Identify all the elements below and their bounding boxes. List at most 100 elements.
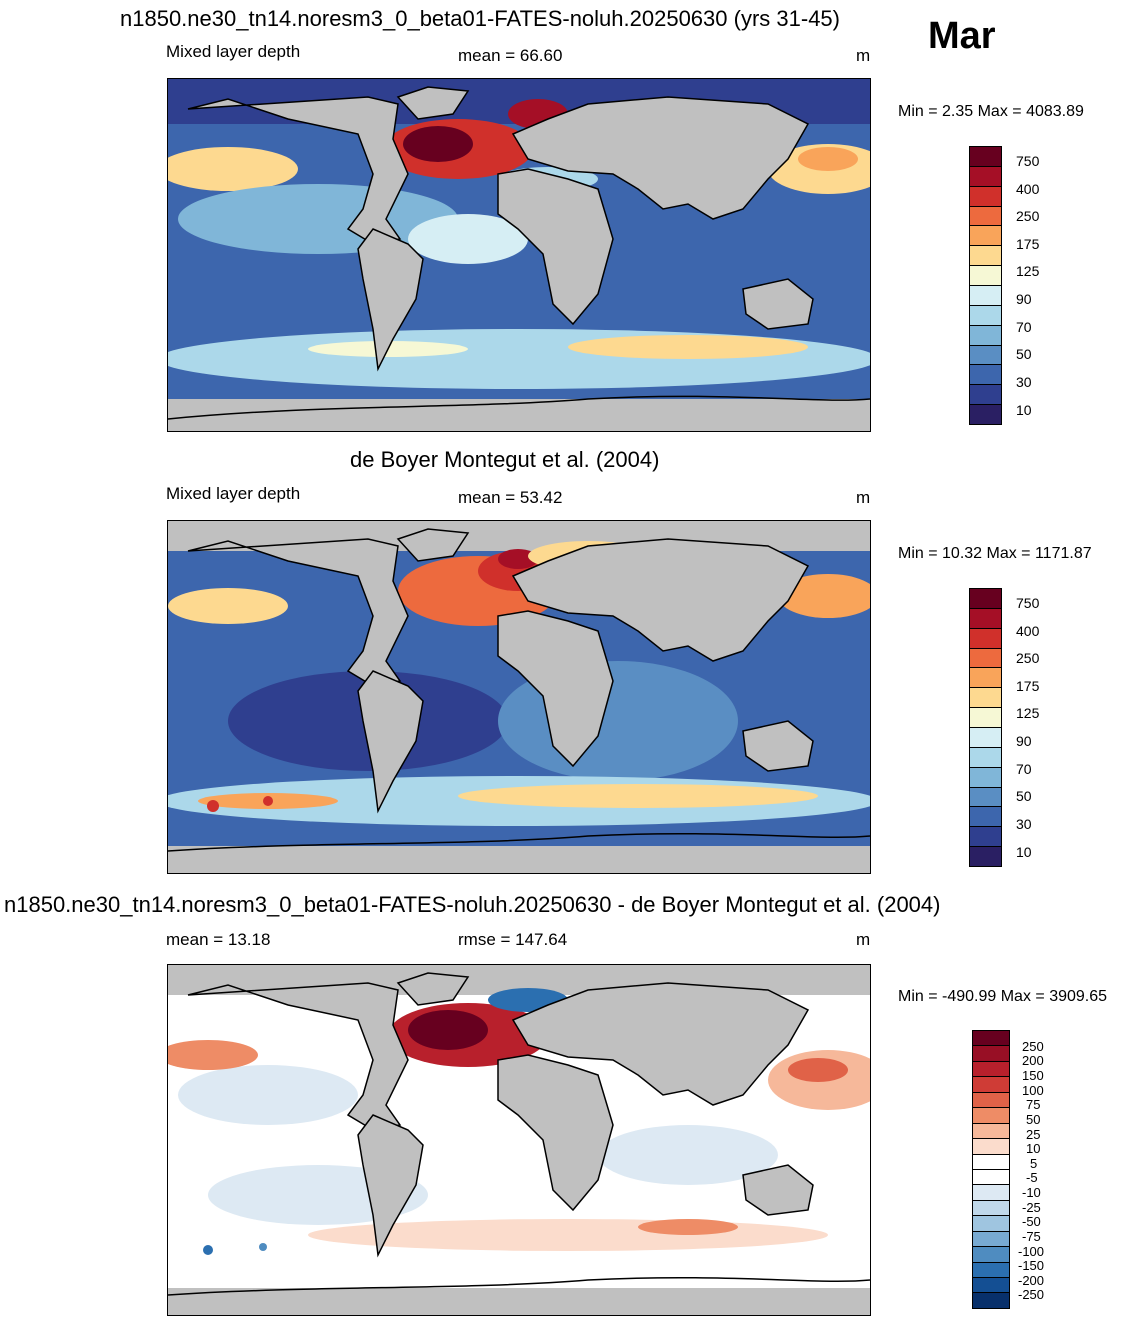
panel3-colorbar-label: 200 xyxy=(1022,1053,1044,1068)
panel1-mean-label: mean = 66.60 xyxy=(458,46,563,65)
panel1-map xyxy=(167,78,871,432)
panel3-colorbar-swatch xyxy=(973,1278,1009,1294)
panel2-units: m xyxy=(856,488,871,507)
panel2-colorbar-swatch xyxy=(970,688,1001,709)
panel2-colorbar-label: 10 xyxy=(1016,844,1032,860)
panel3-colorbar-swatch xyxy=(973,1123,1009,1140)
panel1-colorbar-swatch xyxy=(970,286,1001,306)
panel1-colorbar-label: 30 xyxy=(1016,374,1032,390)
panel3-colorbar-label: 100 xyxy=(1022,1083,1044,1098)
panel1-colorbar-label: 10 xyxy=(1016,402,1032,418)
panel3-colorbar-swatch xyxy=(973,1262,1009,1278)
panel1-colorbar-swatch xyxy=(970,405,1001,425)
panel3-map-graphic xyxy=(168,965,870,1315)
panel3-colorbar-swatch xyxy=(973,1061,1009,1078)
panel1-colorbar-swatch xyxy=(970,147,1001,167)
panel1-colorbar-swatch xyxy=(970,385,1001,406)
panel2-colorbar-swatch xyxy=(970,847,1001,867)
panel3-colorbar xyxy=(972,1030,1010,1309)
panel2-colorbar-swatch xyxy=(970,728,1001,748)
panel3-colorbar-label: 50 xyxy=(1026,1112,1041,1127)
panel3-colorbar-swatch xyxy=(973,1216,1009,1232)
panel3-rmse-label: rmse = 147.64 xyxy=(458,930,568,949)
panel1-colorbar-swatch xyxy=(970,186,1001,207)
panel1-colorbar-label: 125 xyxy=(1016,263,1040,279)
panel2-colorbar-swatch xyxy=(970,628,1001,649)
panel3-title: n1850.ne30_tn14.noresm3_0_beta01-FATES-n… xyxy=(4,892,941,917)
panel2-colorbar-label: 70 xyxy=(1016,761,1032,777)
panel2-variable-label: Mixed layer depth xyxy=(166,484,301,503)
panel1-colorbar-swatch xyxy=(970,246,1001,267)
panel3-colorbar-swatch xyxy=(973,1139,1009,1155)
panel1-variable-label: Mixed layer depth xyxy=(166,42,301,61)
panel3-colorbar-label: -50 xyxy=(1022,1214,1041,1229)
panel1-colorbar-swatch xyxy=(970,226,1001,247)
panel1-minmax: Min = 2.35 Max = 4083.89 xyxy=(898,103,1084,120)
panel1-colorbar-swatch xyxy=(970,345,1001,366)
panel2-colorbar-swatch xyxy=(970,787,1001,808)
panel3-colorbar-swatch xyxy=(973,1077,1009,1093)
panel3-colorbar-label: 75 xyxy=(1026,1097,1041,1112)
panel3-colorbar-swatch xyxy=(973,1031,1009,1047)
panel1-colorbar-swatch xyxy=(970,325,1001,346)
panel3-colorbar-swatch xyxy=(973,1169,1009,1186)
panel1-title: n1850.ne30_tn14.noresm3_0_beta01-FATES-n… xyxy=(120,6,840,31)
panel2-colorbar-label: 750 xyxy=(1016,595,1040,611)
panel2-colorbar-swatch xyxy=(970,648,1001,669)
panel2-mean-label: mean = 53.42 xyxy=(458,488,563,507)
panel3-map xyxy=(167,964,871,1316)
panel2-colorbar-label: 400 xyxy=(1016,623,1040,639)
panel3-colorbar-swatch xyxy=(973,1247,1009,1263)
panel3-colorbar-swatch xyxy=(973,1293,1009,1308)
panel3-colorbar-label: -10 xyxy=(1022,1185,1041,1200)
panel2-colorbar-label: 175 xyxy=(1016,678,1040,694)
panel3-colorbar-swatch xyxy=(973,1231,1009,1248)
panel3-colorbar-label: -5 xyxy=(1026,1170,1038,1185)
panel3-colorbar-swatch xyxy=(973,1185,1009,1201)
panel3-units: m xyxy=(856,930,871,949)
panel3-colorbar-label: -25 xyxy=(1022,1200,1041,1215)
panel1-units: m xyxy=(856,46,871,65)
panel1-colorbar-label: 50 xyxy=(1016,346,1032,362)
panel1-colorbar-label: 175 xyxy=(1016,236,1040,252)
panel2-colorbar-label: 50 xyxy=(1016,788,1032,804)
panel1-colorbar-swatch xyxy=(970,365,1001,386)
panel3-colorbar-label: 250 xyxy=(1022,1039,1044,1054)
panel1-colorbar-label: 250 xyxy=(1016,208,1040,224)
panel2-map xyxy=(167,520,871,874)
panel1-colorbar-swatch xyxy=(970,206,1001,227)
panel2-colorbar-swatch xyxy=(970,708,1001,729)
panel2-title: de Boyer Montegut et al. (2004) xyxy=(350,447,660,472)
panel3-colorbar-label: 5 xyxy=(1030,1156,1038,1171)
panel3-colorbar-label: 25 xyxy=(1026,1127,1041,1142)
panel1-colorbar-label: 400 xyxy=(1016,181,1040,197)
panel2-colorbar-swatch xyxy=(970,747,1001,768)
panel3-colorbar-swatch xyxy=(973,1154,1009,1170)
panel1-colorbar-swatch xyxy=(970,166,1001,187)
panel2-colorbar-swatch xyxy=(970,608,1001,629)
panel3-colorbar-swatch xyxy=(973,1046,1009,1062)
panel1-colorbar-label: 90 xyxy=(1016,291,1032,307)
panel3-colorbar-label: -75 xyxy=(1022,1229,1041,1244)
panel1-colorbar-label: 750 xyxy=(1016,153,1040,169)
panel1-colorbar-label: 70 xyxy=(1016,319,1032,335)
panel2-colorbar-label: 90 xyxy=(1016,733,1032,749)
month-label: Mar xyxy=(928,15,996,57)
panel3-colorbar-label: 10 xyxy=(1026,1141,1041,1156)
panel3-colorbar-label: 150 xyxy=(1022,1068,1044,1083)
panel3-colorbar-swatch xyxy=(973,1200,1009,1217)
panel2-colorbar-label: 250 xyxy=(1016,650,1040,666)
panel3-colorbar-label: -200 xyxy=(1018,1273,1045,1288)
panel1-colorbar-swatch xyxy=(970,266,1001,287)
panel3-colorbar-label: -150 xyxy=(1018,1258,1045,1273)
panel1-map-graphic xyxy=(168,79,870,431)
panel2-colorbar-swatch xyxy=(970,767,1001,788)
panel3-mean-label: mean = 13.18 xyxy=(166,930,271,949)
panel2-minmax: Min = 10.32 Max = 1171.87 xyxy=(898,545,1092,562)
panel2-colorbar-swatch xyxy=(970,589,1001,609)
panel2-colorbar-label: 125 xyxy=(1016,705,1040,721)
panel3-colorbar-swatch xyxy=(973,1108,1009,1124)
panel2-colorbar xyxy=(969,588,1002,867)
panel3-colorbar-swatch xyxy=(973,1092,1009,1109)
panel2-map-graphic xyxy=(168,521,870,873)
